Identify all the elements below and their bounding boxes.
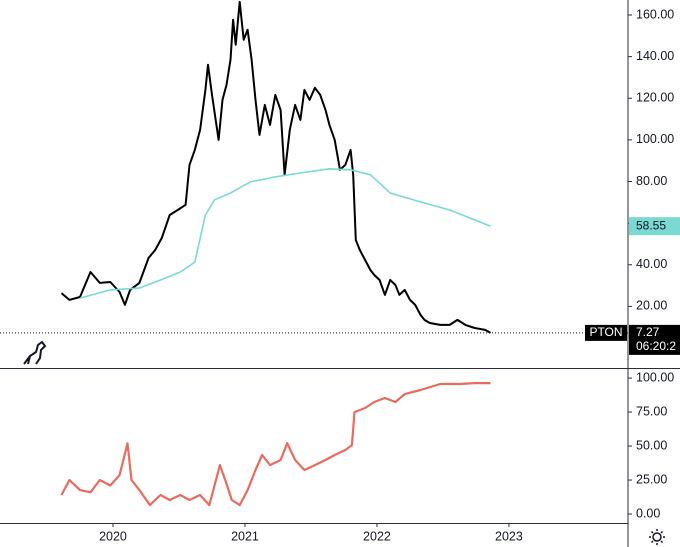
logo <box>23 340 47 365</box>
y-tick-label: 25.00 <box>636 472 667 486</box>
series-line <box>60 0 491 334</box>
series-line <box>79 168 491 299</box>
price-box <box>629 324 680 355</box>
y-tick-label: 20.00 <box>636 299 667 313</box>
y-tick-label: 160.00 <box>636 7 674 21</box>
y-tick-label: 75.00 <box>636 404 667 418</box>
x-tick-label: 2022 <box>363 529 391 543</box>
symbol-label: PTON <box>589 325 622 339</box>
y-tick-label: 100.00 <box>636 370 674 384</box>
y-tick-label: 80.00 <box>636 174 667 188</box>
x-tick-label: 2023 <box>495 529 523 543</box>
x-tick-label: 2021 <box>231 529 259 543</box>
y-tick-label: 120.00 <box>636 91 674 105</box>
price-label: 58.55 <box>636 218 666 232</box>
countdown-label: 06:20:2 <box>636 339 676 353</box>
y-tick-label: 100.00 <box>636 132 674 146</box>
settings-icon[interactable] <box>649 529 665 545</box>
series-line <box>60 382 491 507</box>
x-tick-label: 2020 <box>99 529 127 543</box>
price-label: 7.27 <box>636 325 660 339</box>
y-tick-label: 0.00 <box>636 506 660 520</box>
y-tick-label: 50.00 <box>636 438 667 452</box>
price-box <box>629 217 680 236</box>
symbol-box <box>585 324 627 341</box>
y-tick-label: 40.00 <box>636 257 667 271</box>
y-tick-label: 140.00 <box>636 49 674 63</box>
